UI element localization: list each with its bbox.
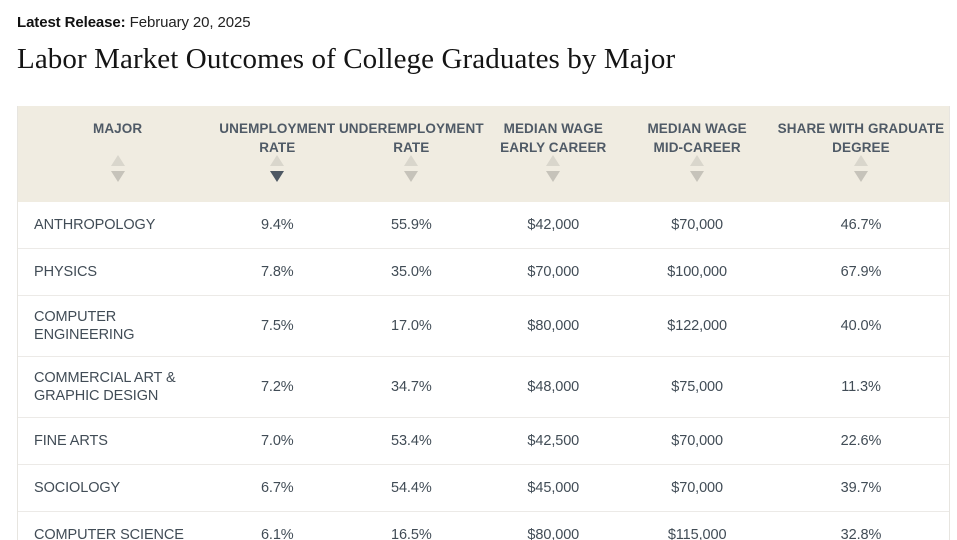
column-header-median-wage-early-career[interactable]: MEDIAN WAGE EARLY CAREER (485, 106, 621, 202)
cell-unemployment-rate: 6.1% (260, 527, 294, 540)
sort-asc-icon[interactable] (404, 155, 419, 166)
sort-asc-icon[interactable] (270, 155, 285, 166)
cell-share-with-graduate-degree: 67.9% (840, 264, 882, 280)
table-row: PHYSICS 7.8% 35.0% $70,000 $100,000 67.9% (18, 249, 949, 296)
cell-median-wage-mid-career: $115,000 (667, 527, 727, 540)
cell-median-wage-early-career: $70,000 (527, 264, 580, 280)
cell-median-wage-mid-career: $70,000 (671, 217, 723, 233)
sort-arrows (773, 155, 949, 182)
column-header-label: UNDEREMPLOYMENT RATE (338, 121, 484, 155)
cell-median-wage-early-career: $80,000 (527, 527, 580, 540)
sort-desc-icon[interactable] (690, 171, 705, 182)
table-header-row: MAJOR UNEMPLOYMENT RATE UNDEREMPLOYMENT RATE… (18, 106, 949, 202)
cell-share-with-graduate-degree: 32.8% (840, 527, 882, 540)
cell-median-wage-early-career: $42,000 (527, 217, 580, 233)
cell-major: COMPUTER ENGINEERING (34, 309, 135, 343)
cell-major: ANTHROPOLOGY (34, 217, 156, 233)
table-row: COMMERCIAL ART & GRAPHIC DESIGN 7.2% 34.7%… (18, 357, 949, 418)
cell-underemployment-rate: 16.5% (391, 527, 432, 540)
cell-underemployment-rate: 17.0% (391, 318, 432, 334)
outcomes-table: MAJOR UNEMPLOYMENT RATE UNDEREMPLOYMENT RATE… (17, 106, 950, 540)
sort-asc-icon[interactable] (546, 155, 561, 166)
cell-unemployment-rate: 9.4% (260, 217, 294, 233)
cell-median-wage-mid-career: $100,000 (667, 264, 727, 280)
table-body: ANTHROPOLOGY 9.4% 55.9% $42,000 $70,000 46.7%… (18, 202, 949, 540)
sort-arrows (621, 155, 773, 182)
cell-major: COMPUTER SCIENCE (34, 527, 184, 540)
table-row: COMPUTER SCIENCE 6.1% 16.5% $80,000 $115,000… (18, 512, 949, 540)
cell-major: COMMERCIAL ART & GRAPHIC DESIGN (34, 370, 176, 404)
cell-share-with-graduate-degree: 11.3% (841, 379, 881, 395)
cell-median-wage-mid-career: $70,000 (671, 480, 723, 496)
sort-asc-icon[interactable] (853, 155, 868, 166)
cell-major: PHYSICS (34, 264, 97, 280)
column-header-label: SHARE WITH GRADUATE DEGREE (777, 121, 945, 155)
sort-desc-icon[interactable] (546, 171, 561, 182)
cell-underemployment-rate: 55.9% (391, 217, 432, 233)
cell-underemployment-rate: 34.7% (391, 379, 432, 395)
cell-unemployment-rate: 7.2% (260, 379, 294, 395)
cell-unemployment-rate: 7.8% (260, 264, 294, 280)
cell-median-wage-mid-career: $122,000 (667, 318, 727, 334)
cell-major: SOCIOLOGY (34, 480, 121, 496)
cell-unemployment-rate: 6.7% (260, 480, 294, 496)
cell-unemployment-rate: 7.5% (260, 318, 294, 334)
column-header-underemployment-rate[interactable]: UNDEREMPLOYMENT RATE (337, 106, 485, 202)
cell-underemployment-rate: 35.0% (391, 264, 432, 280)
cell-share-with-graduate-degree: 40.0% (840, 318, 882, 334)
latest-release-label: Latest Release: (17, 14, 126, 31)
column-header-label: MEDIAN WAGE EARLY CAREER (500, 121, 607, 155)
sort-desc-icon[interactable] (853, 171, 868, 182)
latest-release-line: Latest Release: February 20, 2025 (17, 14, 957, 32)
sort-asc-icon[interactable] (110, 155, 125, 166)
cell-median-wage-early-career: $48,000 (527, 379, 580, 395)
cell-median-wage-early-career: $42,500 (527, 433, 580, 449)
table-row: COMPUTER ENGINEERING 7.5% 17.0% $80,000 $122… (18, 296, 949, 357)
sort-desc-icon[interactable] (404, 171, 419, 182)
cell-median-wage-mid-career: $70,000 (671, 433, 723, 449)
sort-asc-icon[interactable] (690, 155, 705, 166)
cell-major: FINE ARTS (34, 433, 108, 449)
cell-unemployment-rate: 7.0% (260, 433, 294, 449)
sort-arrows (217, 155, 337, 182)
cell-median-wage-mid-career: $75,000 (671, 379, 723, 395)
page-title: Labor Market Outcomes of College Graduat… (17, 43, 676, 75)
cell-median-wage-early-career: $45,000 (527, 480, 580, 496)
column-header-unemployment-rate[interactable]: UNEMPLOYMENT RATE (217, 106, 337, 202)
sort-arrows (485, 155, 621, 182)
cell-underemployment-rate: 54.4% (391, 480, 432, 496)
column-header-major[interactable]: MAJOR (18, 106, 217, 202)
table-row: FINE ARTS 7.0% 53.4% $42,500 $70,000 22.6% (18, 418, 949, 465)
column-header-label: MEDIAN WAGE MID-CAREER (647, 121, 747, 155)
column-header-label: UNEMPLOYMENT RATE (219, 121, 336, 155)
cell-share-with-graduate-degree: 39.7% (840, 480, 882, 496)
sort-arrows (337, 155, 485, 182)
cell-share-with-graduate-degree: 22.6% (840, 433, 882, 449)
cell-share-with-graduate-degree: 46.7% (840, 217, 882, 233)
sort-arrows (18, 155, 217, 182)
column-header-median-wage-mid-career[interactable]: MEDIAN WAGE MID-CAREER (621, 106, 773, 202)
column-header-label: MAJOR (92, 121, 143, 136)
cell-median-wage-early-career: $80,000 (527, 318, 580, 334)
cell-underemployment-rate: 53.4% (391, 433, 432, 449)
column-header-share-with-graduate-degree[interactable]: SHARE WITH GRADUATE DEGREE (773, 106, 949, 202)
table-row: ANTHROPOLOGY 9.4% 55.9% $42,000 $70,000 46.7% (18, 202, 949, 249)
latest-release-date: February 20, 2025 (129, 14, 251, 31)
table-row: SOCIOLOGY 6.7% 54.4% $45,000 $70,000 39.7% (18, 465, 949, 512)
sort-desc-icon[interactable] (270, 171, 285, 182)
sort-desc-icon[interactable] (110, 171, 125, 182)
